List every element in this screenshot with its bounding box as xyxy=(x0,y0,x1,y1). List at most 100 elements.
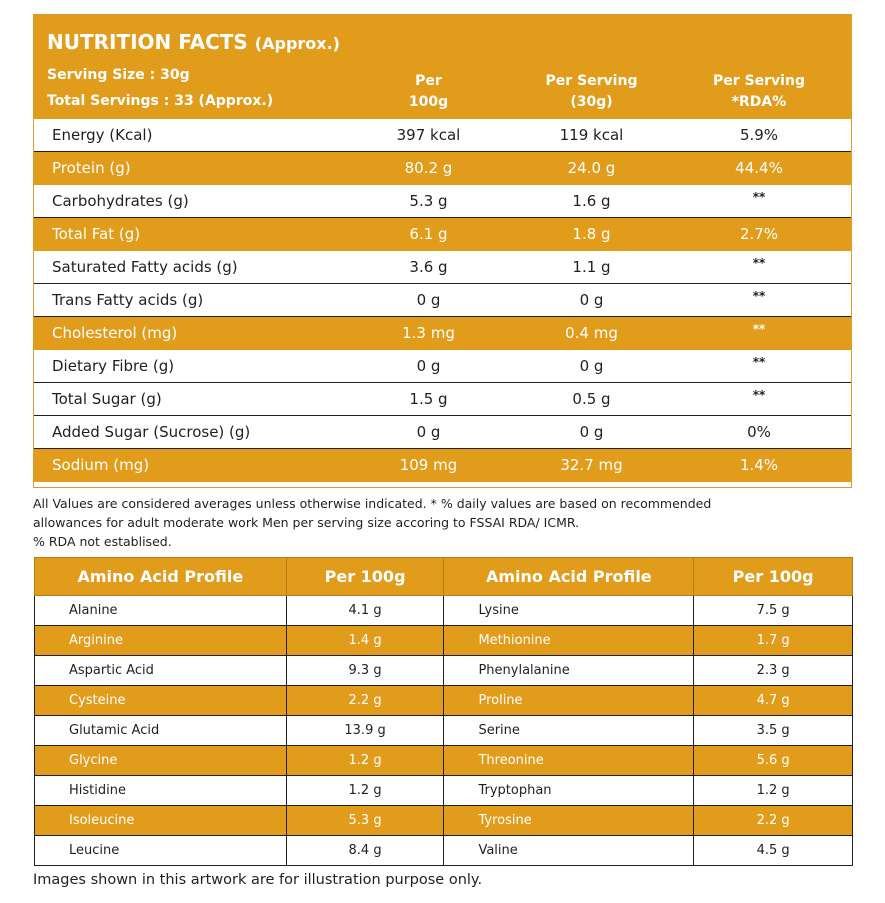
amino-row: Histidine 1.2 g Tryptophan 1.2 g xyxy=(34,775,853,806)
amino-header-per100g: Per 100g xyxy=(285,557,445,596)
value-rda: ** xyxy=(752,289,766,303)
amino-row: Glutamic Acid 13.9 g Serine 3.5 g xyxy=(34,715,853,746)
amino-value: 5.3 g xyxy=(285,805,445,836)
amino-acid-table: Amino Acid Profile Per 100g Amino Acid P… xyxy=(34,557,853,866)
total-servings: Total Servings : 33 (Approx.) xyxy=(47,93,274,109)
value-rda: ** xyxy=(752,256,766,270)
value-rda: ** xyxy=(752,355,766,369)
nutrition-rows: Energy (Kcal) 397 kcal 119 kcal 5.9% Pro… xyxy=(34,119,851,482)
value-rda: 1.4% xyxy=(739,456,779,474)
amino-value: 2.2 g xyxy=(693,805,853,836)
nutrition-row-protein: Protein (g) 80.2 g 24.0 g 44.4% xyxy=(34,152,851,185)
value-rda: 2.7% xyxy=(739,225,779,243)
value-per-serving: 24.0 g xyxy=(567,159,616,177)
nutrition-facts-header: NUTRITION FACTS (Approx.) Serving Size :… xyxy=(34,15,851,119)
nutrient-name: Carbohydrates (g) xyxy=(52,192,189,210)
footnote: All Values are considered averages unles… xyxy=(33,494,853,551)
value-rda: ** xyxy=(752,388,766,402)
value-per-100g: 397 kcal xyxy=(396,126,461,144)
value-per-100g: 0 g xyxy=(416,423,441,441)
value-rda: 0% xyxy=(747,423,771,441)
amino-value: 1.7 g xyxy=(693,625,853,656)
nutrition-row-added-sugar: Added Sugar (Sucrose) (g) 0 g 0 g 0% xyxy=(34,416,851,449)
footnote-line: All Values are considered averages unles… xyxy=(33,496,712,511)
amino-name: Lysine xyxy=(443,595,695,626)
amino-name: Tryptophan xyxy=(443,775,695,806)
amino-name: Valine xyxy=(443,835,695,866)
amino-name: Serine xyxy=(443,715,695,746)
col-header-line: Per Serving xyxy=(713,73,805,89)
value-per-serving: 0.5 g xyxy=(572,390,611,408)
amino-name: Alanine xyxy=(34,595,287,626)
value-rda: 44.4% xyxy=(735,159,783,177)
amino-name: Isoleucine xyxy=(34,805,287,836)
amino-name: Leucine xyxy=(34,835,287,866)
value-per-100g: 0 g xyxy=(416,291,441,309)
nutrient-name: Protein (g) xyxy=(52,159,131,177)
amino-value: 4.5 g xyxy=(693,835,853,866)
amino-value: 8.4 g xyxy=(285,835,445,866)
value-per-serving: 32.7 mg xyxy=(560,456,623,474)
value-per-100g: 3.6 g xyxy=(409,258,448,276)
nutrient-name: Cholesterol (mg) xyxy=(52,324,178,342)
value-per-serving: 0.4 mg xyxy=(565,324,618,342)
amino-value: 1.2 g xyxy=(285,775,445,806)
value-per-100g: 1.3 mg xyxy=(402,324,455,342)
serving-size: Serving Size : 30g xyxy=(47,67,190,83)
amino-value: 5.6 g xyxy=(693,745,853,776)
title-suffix: (Approx.) xyxy=(254,34,340,53)
nutrition-row-dietary-fibre: Dietary Fibre (g) 0 g 0 g ** xyxy=(34,350,851,383)
value-rda: 5.9% xyxy=(739,126,779,144)
amino-name: Glutamic Acid xyxy=(34,715,287,746)
value-per-100g: 1.5 g xyxy=(409,390,448,408)
nutrition-row-cholesterol: Cholesterol (mg) 1.3 mg 0.4 mg ** xyxy=(34,317,851,350)
col-header-line: Per xyxy=(415,73,442,89)
col-header-line: Per Serving xyxy=(545,73,638,89)
value-per-serving: 0 g xyxy=(579,357,604,375)
nutrient-name: Trans Fatty acids (g) xyxy=(52,291,204,309)
amino-header-per100g: Per 100g xyxy=(693,557,853,596)
amino-row: Arginine 1.4 g Methionine 1.7 g xyxy=(34,625,853,656)
value-per-serving: 1.6 g xyxy=(572,192,611,210)
value-per-100g: 5.3 g xyxy=(409,192,448,210)
nutrient-name: Dietary Fibre (g) xyxy=(52,357,175,375)
footnote-line: % RDA not establised. xyxy=(33,534,172,549)
amino-value: 4.1 g xyxy=(285,595,445,626)
value-per-serving: 119 kcal xyxy=(559,126,624,144)
nutrient-name: Saturated Fatty acids (g) xyxy=(52,258,238,276)
nutrition-row-trans-fat: Trans Fatty acids (g) 0 g 0 g ** xyxy=(34,284,851,317)
amino-header-row: Amino Acid Profile Per 100g Amino Acid P… xyxy=(34,557,853,596)
amino-name: Tyrosine xyxy=(443,805,695,836)
amino-name: Proline xyxy=(443,685,695,716)
amino-name: Glycine xyxy=(34,745,287,776)
illustration-disclaimer: Images shown in this artwork are for ill… xyxy=(33,872,483,888)
amino-value: 3.5 g xyxy=(693,715,853,746)
value-per-serving: 1.1 g xyxy=(572,258,611,276)
col-header-line: (30g) xyxy=(570,94,613,110)
amino-value: 4.7 g xyxy=(693,685,853,716)
nutrition-row-saturated-fat: Saturated Fatty acids (g) 3.6 g 1.1 g ** xyxy=(34,251,851,284)
amino-value: 13.9 g xyxy=(285,715,445,746)
amino-row: Alanine 4.1 g Lysine 7.5 g xyxy=(34,595,853,626)
title-text: NUTRITION FACTS xyxy=(47,30,248,54)
col-header-per-serving: Per Serving (30g) xyxy=(514,71,669,113)
value-rda: ** xyxy=(752,322,766,336)
amino-name: Threonine xyxy=(443,745,695,776)
nutrition-row-total-sugar: Total Sugar (g) 1.5 g 0.5 g ** xyxy=(34,383,851,416)
amino-name: Methionine xyxy=(443,625,695,656)
amino-value: 1.2 g xyxy=(285,745,445,776)
nutrition-facts-panel: NUTRITION FACTS (Approx.) Serving Size :… xyxy=(33,14,852,488)
value-per-100g: 80.2 g xyxy=(404,159,453,177)
amino-value: 7.5 g xyxy=(693,595,853,626)
amino-name: Aspartic Acid xyxy=(34,655,287,686)
col-header-per-100g: Per 100g xyxy=(356,71,501,113)
nutrition-row-total-fat: Total Fat (g) 6.1 g 1.8 g 2.7% xyxy=(34,218,851,251)
value-rda: ** xyxy=(752,190,766,204)
amino-value: 2.3 g xyxy=(693,655,853,686)
amino-header-profile: Amino Acid Profile xyxy=(34,557,287,596)
amino-row: Aspartic Acid 9.3 g Phenylalanine 2.3 g xyxy=(34,655,853,686)
value-per-serving: 0 g xyxy=(579,423,604,441)
nutrient-name: Total Sugar (g) xyxy=(52,390,162,408)
amino-header-profile: Amino Acid Profile xyxy=(443,557,695,596)
nutrition-facts-title: NUTRITION FACTS (Approx.) xyxy=(47,30,340,54)
